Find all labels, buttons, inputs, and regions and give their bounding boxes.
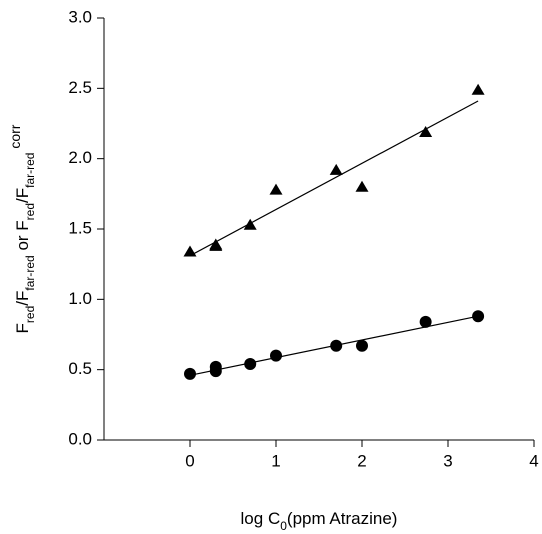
label-part: far-red — [23, 255, 37, 290]
y-tick-label: 2.5 — [68, 78, 92, 97]
y-tick-label: 2.0 — [68, 148, 92, 167]
y-tick-label: 0.5 — [68, 359, 92, 378]
label-part: log C — [241, 509, 281, 528]
circle-point — [184, 367, 196, 380]
label-part: or F — [13, 220, 32, 255]
circle-point — [244, 358, 257, 371]
circle-point — [356, 339, 368, 352]
triangle-point — [329, 163, 343, 175]
circle-point — [209, 365, 222, 378]
y-tick-label: 0.0 — [68, 429, 92, 448]
label-part: (ppm Atrazine) — [287, 509, 398, 528]
x-tick-label: 2 — [357, 451, 366, 470]
triangle-point — [209, 239, 223, 251]
circle-point — [330, 339, 343, 352]
label-part: /F — [13, 291, 32, 306]
triangle-point — [269, 183, 283, 195]
fit-line — [189, 100, 479, 257]
x-tick-label: 0 — [185, 451, 194, 470]
label-part: red — [23, 203, 37, 220]
x-tick-label: 1 — [271, 451, 280, 470]
label-part: F — [13, 323, 32, 333]
label-part: far-red — [23, 153, 37, 188]
x-tick-label: 4 — [529, 451, 538, 470]
label-part: 0 — [280, 519, 287, 533]
label-part: /F — [13, 188, 32, 203]
triangle-point — [243, 218, 257, 230]
triangle-point — [183, 245, 197, 257]
x-axis-label: log C0(ppm Atrazine) — [241, 509, 398, 533]
y-tick-label: 1.0 — [68, 289, 92, 308]
x-tick-label: 3 — [443, 451, 452, 470]
triangle-point — [419, 125, 433, 137]
label-part: corr — [7, 124, 23, 152]
circle-point — [419, 315, 432, 328]
triangle-point — [355, 180, 369, 192]
y-axis-label: Fred/Ffar-red or Fred/Ffar-red corr — [7, 124, 37, 333]
circle-point — [270, 349, 282, 362]
y-tick-label: 3.0 — [68, 7, 92, 26]
label-part: red — [23, 306, 37, 323]
y-tick-label: 1.5 — [68, 218, 92, 237]
circle-point — [472, 310, 485, 323]
triangle-point — [471, 83, 485, 95]
